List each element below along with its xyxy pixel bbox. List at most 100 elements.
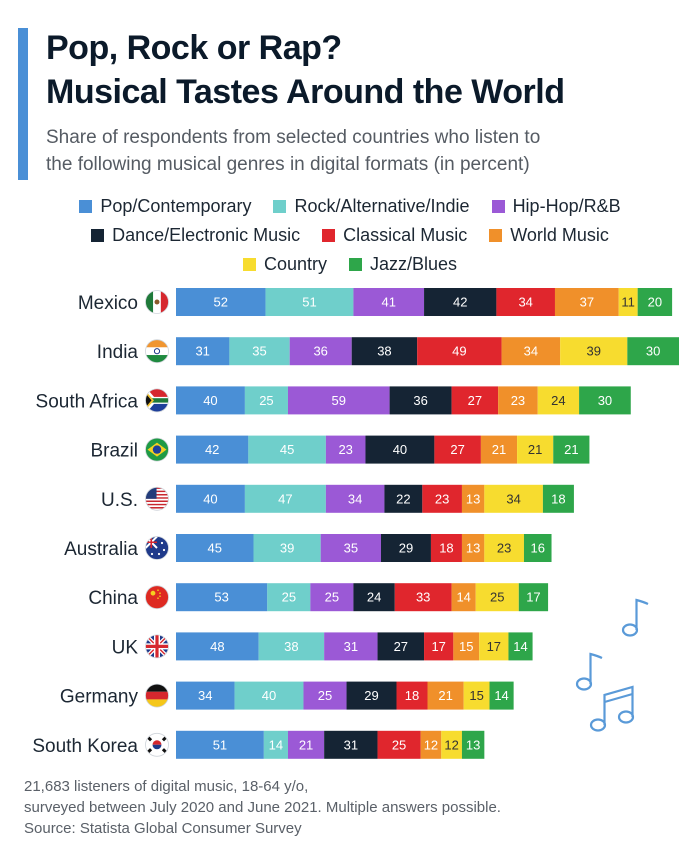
- bar-segment: [324, 730, 378, 759]
- data-label: 59: [332, 393, 346, 408]
- data-label: 34: [518, 295, 532, 310]
- data-label: 36: [413, 393, 427, 408]
- data-label: 25: [392, 737, 406, 752]
- data-label: 31: [344, 737, 358, 752]
- legend-item: Hip-Hop/R&B: [491, 196, 621, 217]
- data-label: 21: [438, 688, 452, 703]
- bar-segment: [461, 534, 485, 562]
- uk-flag-icon: [145, 634, 169, 659]
- bar-segment: [637, 288, 673, 316]
- bar-row: South Korea 51 14 21 31 25 12 12 13: [32, 730, 485, 759]
- data-label: 18: [551, 491, 565, 506]
- bar-segment: [287, 730, 325, 759]
- bar-segment: [627, 337, 679, 366]
- bar-segment: [258, 632, 325, 661]
- category-label: South Africa: [36, 391, 139, 412]
- category-label: Brazil: [90, 441, 138, 462]
- data-label: 13: [466, 541, 480, 556]
- title-accent-bar: [18, 28, 28, 180]
- data-label: 45: [208, 541, 222, 556]
- data-label: 18: [405, 688, 419, 703]
- bar-segment: [517, 435, 554, 464]
- bar-segment: [303, 681, 347, 710]
- data-label: 29: [399, 541, 413, 556]
- data-label: 31: [195, 344, 209, 359]
- legend-item: Classical Music: [322, 225, 467, 246]
- data-label: 47: [278, 491, 292, 506]
- bar-segment: [560, 337, 628, 366]
- data-label: 16: [531, 541, 545, 556]
- legend-item: Pop/Contemporary: [79, 196, 251, 217]
- bar-segment: [365, 435, 435, 464]
- legend-swatch: [322, 229, 336, 242]
- bar-row: South Africa 40 25 59 36 27 23 24 30: [36, 386, 631, 415]
- bar-segment: [265, 288, 354, 316]
- bar-segment: [353, 583, 395, 612]
- legend-label: World Music: [510, 225, 609, 245]
- data-label: 25: [259, 393, 273, 408]
- data-label: 48: [210, 639, 224, 654]
- notes-line-2: surveyed between July 2020 and June 2021…: [24, 799, 501, 816]
- legend-swatch: [348, 258, 362, 271]
- bar-segment: [422, 484, 462, 513]
- data-label: 49: [452, 344, 466, 359]
- data-label: 14: [456, 590, 470, 605]
- china-flag-icon: [145, 585, 169, 610]
- south-africa-flag-icon: [145, 388, 169, 413]
- notes-line-1: 21,683 listeners of digital music, 18-64…: [24, 778, 309, 795]
- bar-segment: [234, 681, 304, 710]
- bar-segment: [553, 435, 590, 464]
- data-label: 45: [280, 442, 294, 457]
- bar-segment: [389, 386, 452, 415]
- bar-segment: [554, 288, 619, 316]
- data-label: 38: [284, 639, 298, 654]
- chart-title: Pop, Rock or Rap? Musical Tastes Around …: [46, 26, 696, 114]
- legend-label: Classical Music: [343, 225, 468, 245]
- bar-segment: [325, 435, 366, 464]
- data-label: 25: [490, 590, 504, 605]
- bar-segment: [496, 288, 555, 316]
- chart-legend: Pop/Contemporary Rock/Alternative/Indie Hi…: [0, 192, 700, 279]
- bar-segment: [480, 435, 518, 464]
- category-label: UK: [112, 637, 139, 658]
- data-label: 42: [453, 295, 467, 310]
- data-label: 13: [466, 491, 480, 506]
- bar-segment: [176, 583, 268, 612]
- bar-segment: [579, 386, 631, 415]
- data-label: 17: [487, 639, 501, 654]
- data-label: 21: [299, 737, 313, 752]
- data-label: 23: [435, 491, 449, 506]
- source-note: Source: Statista Global Consumer Survey: [24, 820, 302, 837]
- data-label: 12: [424, 737, 438, 752]
- bar-segment: [542, 484, 574, 513]
- legend-swatch: [489, 229, 503, 242]
- data-label: 38: [377, 344, 391, 359]
- subtitle-line-1: Share of respondents from selected count…: [46, 127, 541, 148]
- bar-segment: [518, 583, 549, 612]
- bar-segment: [351, 337, 418, 366]
- legend-swatch: [242, 258, 256, 271]
- data-label: 23: [511, 393, 525, 408]
- bar-segment: [451, 583, 476, 612]
- data-label: 25: [282, 590, 296, 605]
- bar-segment: [424, 632, 454, 661]
- category-label: China: [88, 588, 138, 609]
- data-label: 40: [203, 393, 217, 408]
- bar-segment: [176, 337, 230, 366]
- data-label: 40: [203, 491, 217, 506]
- category-label: India: [97, 342, 139, 363]
- bar-segment: [434, 435, 481, 464]
- bar-row: Germany 34 40 25 29 18 21 15 14: [60, 681, 514, 710]
- data-label: 27: [394, 639, 408, 654]
- bar-segment: [377, 730, 421, 759]
- legend-label: Jazz/Blues: [369, 254, 458, 274]
- data-label: 27: [450, 442, 464, 457]
- data-label: 36: [313, 344, 327, 359]
- bar-segment: [508, 632, 533, 661]
- data-label: 42: [205, 442, 219, 457]
- data-label: 25: [318, 688, 332, 703]
- category-label: Australia: [64, 539, 138, 560]
- bar-segment: [229, 337, 290, 366]
- category-label: Mexico: [78, 293, 138, 314]
- bar-row: UK 48 38 31 27 17 15 17 14: [112, 632, 533, 661]
